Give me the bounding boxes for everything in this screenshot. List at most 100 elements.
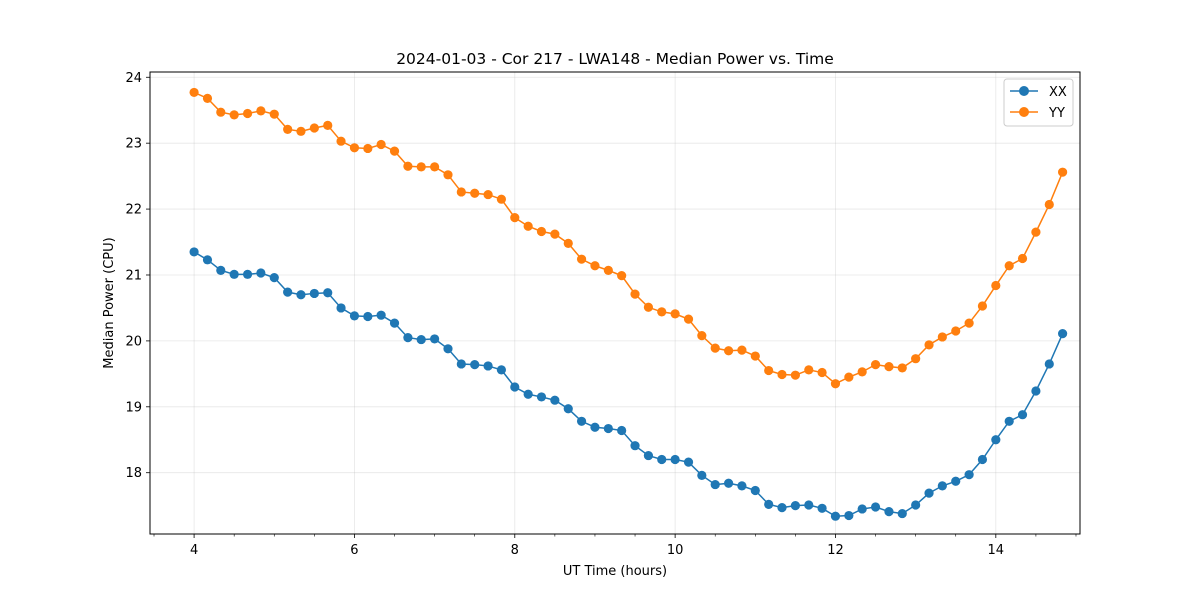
data-point-yy	[724, 346, 734, 356]
data-point-yy	[269, 109, 279, 119]
data-point-xx	[697, 470, 707, 480]
data-point-yy	[376, 139, 386, 150]
data-point-xx	[510, 382, 520, 392]
data-point-yy	[389, 146, 400, 156]
legend-marker-yy	[1019, 107, 1029, 117]
data-point-yy	[911, 354, 921, 364]
data-point-yy	[977, 301, 988, 311]
y-tick-label: 20	[125, 334, 142, 349]
data-point-yy	[657, 307, 667, 317]
data-point-yy	[483, 189, 493, 200]
data-point-xx	[790, 501, 800, 511]
data-point-xx	[924, 488, 934, 498]
data-point-xx	[389, 318, 400, 328]
data-point-xx	[764, 499, 774, 509]
data-point-yy	[617, 271, 627, 281]
data-point-xx	[857, 504, 867, 514]
axes: 4 6 8 10 12 14 18 19 20 21 22 23 24	[125, 71, 1077, 558]
data-point-yy	[256, 106, 266, 116]
data-point-yy	[430, 162, 440, 172]
data-point-yy	[470, 188, 480, 198]
data-point-xx	[269, 273, 279, 283]
data-point-xx	[416, 334, 426, 345]
chart-title: 2024-01-03 - Cor 217 - LWA148 - Median P…	[396, 50, 834, 68]
data-point-xx	[737, 481, 747, 491]
data-point-yy	[964, 318, 974, 328]
y-tick-label: 22	[125, 203, 142, 218]
data-point-yy	[857, 367, 867, 377]
data-point-yy	[323, 120, 333, 130]
y-tick-label: 18	[125, 466, 142, 481]
data-point-xx	[724, 478, 734, 488]
data-point-xx	[283, 287, 293, 297]
data-point-xx	[670, 454, 680, 465]
data-point-xx	[590, 422, 600, 432]
data-point-xx	[884, 506, 894, 517]
data-point-xx	[817, 503, 827, 513]
data-point-yy	[229, 110, 239, 120]
data-point-yy	[363, 143, 373, 154]
data-point-xx	[550, 395, 560, 405]
data-point-xx	[951, 476, 961, 486]
data-point-yy	[630, 289, 640, 299]
data-point-xx	[683, 457, 694, 467]
data-point-xx	[323, 288, 333, 298]
data-point-yy	[937, 332, 947, 342]
data-point-yy	[710, 343, 720, 353]
data-point-yy	[683, 314, 694, 324]
data-point-yy	[643, 302, 654, 312]
data-point-yy	[897, 363, 907, 373]
data-point-yy	[242, 108, 253, 119]
data-point-yy	[403, 161, 413, 171]
data-point-xx	[563, 404, 573, 414]
data-point-xx	[937, 481, 947, 491]
data-point-xx	[897, 508, 907, 519]
data-point-yy	[550, 229, 560, 239]
data-point-xx	[1004, 416, 1014, 426]
data-point-xx	[202, 255, 213, 265]
data-point-xx	[376, 310, 386, 320]
data-point-yy	[1017, 253, 1028, 264]
data-point-xx	[1058, 329, 1068, 339]
data-point-xx	[470, 360, 480, 370]
data-point-xx	[456, 359, 466, 369]
data-point-yy	[456, 187, 466, 197]
data-point-xx	[403, 333, 413, 343]
data-point-xx	[1031, 386, 1041, 396]
data-point-xx	[617, 425, 627, 436]
data-point-xx	[443, 344, 453, 354]
data-point-xx	[430, 334, 440, 344]
data-point-xx	[336, 303, 346, 313]
x-tick-label: 14	[988, 543, 1005, 558]
data-point-xx	[630, 441, 640, 451]
data-point-xx	[496, 365, 506, 375]
data-point-yy	[189, 87, 199, 98]
data-point-yy	[536, 226, 547, 237]
data-point-yy	[737, 345, 747, 355]
data-point-yy	[1031, 227, 1041, 237]
data-point-yy	[296, 126, 306, 136]
data-point-yy	[777, 369, 787, 380]
data-point-yy	[764, 365, 774, 376]
data-point-yy	[1058, 167, 1068, 177]
x-tick-label: 12	[827, 543, 844, 558]
x-axis-label: UT Time (hours)	[563, 564, 667, 579]
y-tick-label: 23	[125, 137, 142, 152]
data-point-xx	[216, 265, 226, 275]
data-point-yy	[523, 221, 533, 231]
data-point-xx	[189, 247, 199, 257]
data-point-yy	[590, 261, 600, 271]
data-point-xx	[256, 268, 266, 278]
y-tick-label: 24	[125, 71, 142, 86]
data-point-yy	[790, 370, 800, 380]
data-point-yy	[336, 136, 346, 146]
data-point-yy	[510, 213, 520, 223]
series-xx	[189, 247, 1068, 521]
data-point-yy	[817, 367, 827, 378]
data-point-yy	[697, 331, 707, 341]
grid	[150, 72, 1080, 534]
data-point-yy	[416, 162, 426, 172]
data-point-yy	[830, 379, 841, 389]
data-point-yy	[283, 124, 293, 134]
data-point-xx	[911, 500, 921, 510]
